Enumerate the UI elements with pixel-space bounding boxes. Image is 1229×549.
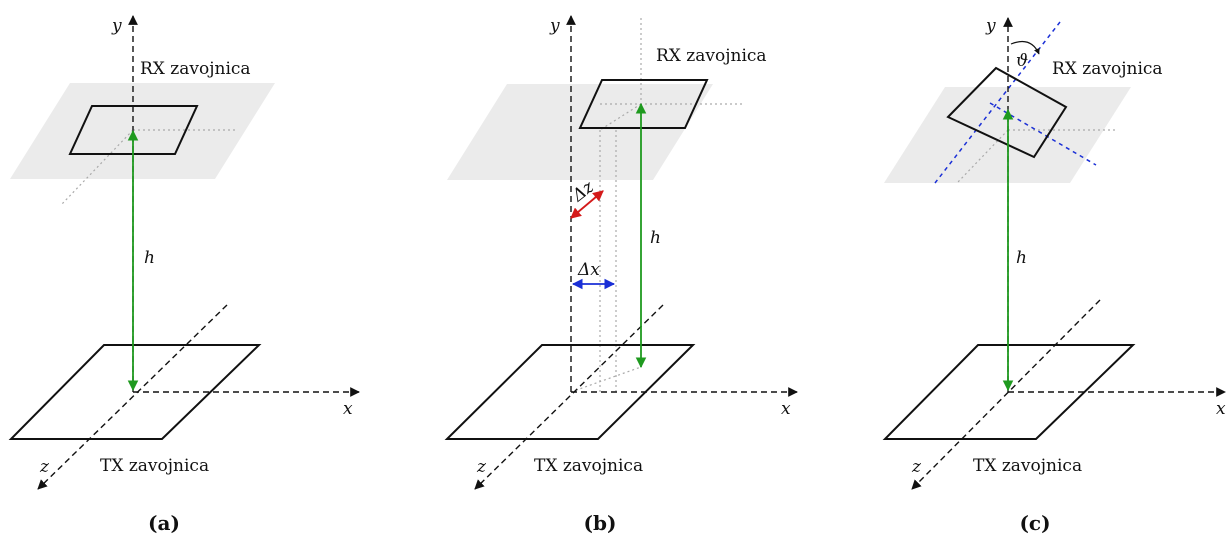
tx-coil-label: TX zavojnica <box>534 456 643 476</box>
rx-coil-label: RX zavojnica <box>140 59 251 79</box>
height-label: h <box>144 248 155 268</box>
height-label: h <box>650 228 661 248</box>
z-axis <box>474 304 664 490</box>
panel-c: ϑ y x z h RX zavojnica TX zavojnica (c) <box>882 16 1226 535</box>
x-axis-label: x <box>781 399 791 419</box>
rx-coil-label: RX zavojnica <box>1052 59 1163 79</box>
rx-coil-tilted <box>946 66 1068 159</box>
lateral-arrow <box>570 190 604 219</box>
lateral-label: Δz <box>568 176 599 206</box>
rx-diagonal-guide <box>599 103 642 131</box>
panel-caption: (b) <box>584 511 617 535</box>
z-guide <box>957 129 1009 183</box>
tx-coil <box>8 344 262 440</box>
tx-coil-label: TX zavojnica <box>100 456 209 476</box>
panel-caption: (a) <box>148 511 180 535</box>
panel-a: y x z h RX zavojnica TX zavojnica (a) <box>8 15 360 535</box>
height-label: h <box>1016 248 1027 268</box>
rx-coil-label: RX zavojnica <box>656 46 767 66</box>
z-axis-label: z <box>476 457 487 477</box>
y-axis-label: y <box>111 16 122 36</box>
rx-coil <box>68 105 199 155</box>
rx-coil <box>578 79 709 129</box>
rx-plane <box>10 83 275 179</box>
angle-label: ϑ <box>1016 51 1028 71</box>
tx-coil-label: TX zavojnica <box>973 456 1082 476</box>
z-axis <box>37 304 228 490</box>
z-axis-label: z <box>39 457 50 477</box>
panel-b: y x z h Δx Δz RX zavojnica TX zavojnica … <box>444 15 798 535</box>
offset-label: Δx <box>577 260 600 280</box>
tx-coil <box>882 344 1136 440</box>
x-axis-label: x <box>343 399 353 419</box>
base-diagonal-guide <box>570 366 642 393</box>
y-axis-label: y <box>985 16 996 36</box>
x-axis-label: x <box>1216 399 1226 419</box>
tilt-angle-arc <box>1010 41 1040 55</box>
panel-caption: (c) <box>1019 511 1050 535</box>
z-axis-label: z <box>911 457 922 477</box>
z-axis <box>911 299 1101 490</box>
rx-plane <box>447 84 713 180</box>
y-axis-label: y <box>549 16 560 36</box>
z-guide <box>61 129 134 205</box>
